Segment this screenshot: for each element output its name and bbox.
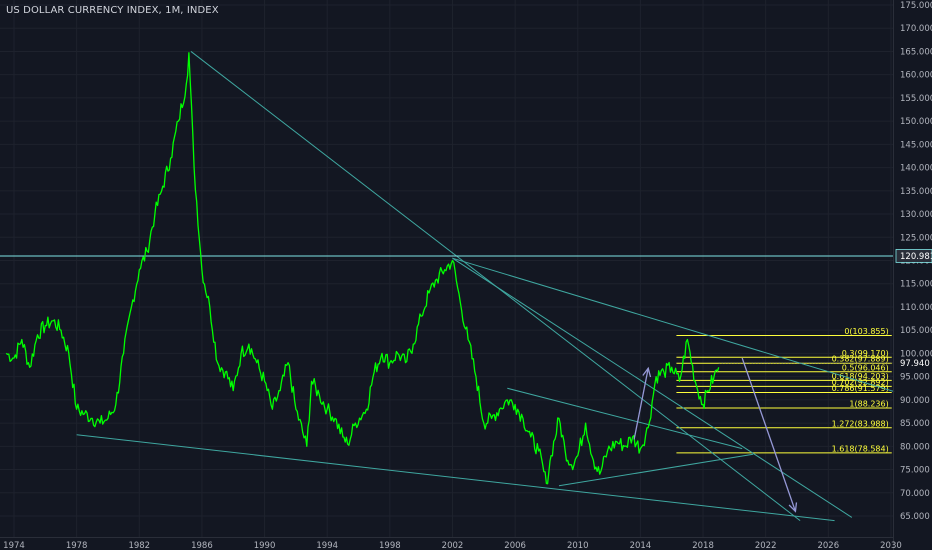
last-price-tag <box>896 356 932 370</box>
y-tick-label: 75.000 <box>900 466 930 476</box>
x-tick-label: 2030 <box>880 541 902 550</box>
x-tick-label: 2018 <box>692 541 714 550</box>
y-tick-label: 115.000 <box>900 280 932 290</box>
grid-lines <box>0 0 893 537</box>
y-tick-label: 90.000 <box>900 396 930 406</box>
fib-level-label: 1(88.236) <box>849 400 888 409</box>
price-tags: 120.981 97.940 <box>718 249 932 370</box>
hline-price-tag-label: 120.981 <box>900 252 932 262</box>
y-tick-label: 155.000 <box>900 94 932 104</box>
fibonacci-levels[interactable]: 0(103.855) 0.3(99.170)0.382(97.889)0.5(96… <box>676 327 892 454</box>
y-tick-label: 65.000 <box>900 512 930 522</box>
x-tick-label: 2026 <box>817 541 839 550</box>
x-tick-label: 2022 <box>755 541 777 550</box>
x-tick-label: 1998 <box>379 541 401 550</box>
fib-level-label: 0.382(97.889) <box>832 355 889 364</box>
trendline[interactable] <box>558 453 754 487</box>
price-line <box>5 52 720 485</box>
trendline[interactable] <box>76 434 835 522</box>
chart-title: US DOLLAR CURRENCY INDEX, 1M, INDEX <box>6 5 219 16</box>
fib-level-label: 1.272(83.988) <box>832 419 889 428</box>
fib-level-label: 0.786(91.579) <box>832 384 889 393</box>
y-tick-label: 110.000 <box>900 303 932 313</box>
x-tick-label: 1974 <box>3 541 25 550</box>
y-tick-label: 175.000 <box>900 1 932 11</box>
x-tick-label: 1986 <box>191 541 213 550</box>
fib-level-label: 0.5(96.046) <box>842 363 889 372</box>
y-tick-label: 85.000 <box>900 419 930 429</box>
trendlines[interactable] <box>76 51 895 522</box>
y-tick-label: 125.000 <box>900 233 932 243</box>
y-tick-label: 80.000 <box>900 442 930 452</box>
y-tick-label: 130.000 <box>900 210 932 220</box>
y-tick-label: 70.000 <box>900 489 930 499</box>
fib-level-label: 1.618(78.584) <box>832 444 889 453</box>
y-tick-label: 160.000 <box>900 71 932 81</box>
x-tick-label: 1994 <box>316 541 338 550</box>
x-tick-label: 2010 <box>567 541 589 550</box>
time-axis[interactable]: 1974 1978 1982 1986 1990 1994 1998 2002 2006 2010… <box>3 541 902 550</box>
x-tick-label: 2014 <box>630 541 652 550</box>
trendline[interactable] <box>452 257 895 392</box>
x-tick-label: 2002 <box>442 541 464 550</box>
x-tick-label: 2006 <box>504 541 526 550</box>
y-tick-label: 165.000 <box>900 47 932 57</box>
x-tick-label: 1982 <box>128 541 150 550</box>
y-tick-label: 150.000 <box>900 117 932 127</box>
x-tick-label: 1978 <box>66 541 88 550</box>
last-price-tag-label: 97.940 <box>900 359 930 369</box>
projection-arrows[interactable] <box>633 357 798 513</box>
y-tick-label: 95.000 <box>900 373 930 383</box>
y-tick-label: 105.000 <box>900 326 932 336</box>
y-tick-label: 100.000 <box>900 349 932 359</box>
y-tick-label: 170.000 <box>900 24 932 34</box>
y-tick-label: 135.000 <box>900 187 932 197</box>
y-tick-label: 140.000 <box>900 164 932 174</box>
y-tick-label: 145.000 <box>900 140 932 150</box>
fib-level-label: 0.702(92.892) <box>832 378 889 387</box>
arrow-shaft <box>741 357 797 512</box>
trendline[interactable] <box>452 257 853 518</box>
arrow-head <box>788 502 798 513</box>
arrow-shaft <box>633 368 649 440</box>
x-tick-label: 1990 <box>254 541 276 550</box>
fib-level-label: 0.618(94.203) <box>832 372 889 381</box>
fib-level-label: 0(103.855) <box>844 327 888 336</box>
trendline[interactable] <box>507 387 743 450</box>
arrow-head <box>642 366 652 378</box>
fib-level-label: 0.3(99.170) <box>842 349 889 358</box>
price-series <box>5 52 720 485</box>
hline-price-tag <box>895 249 932 263</box>
